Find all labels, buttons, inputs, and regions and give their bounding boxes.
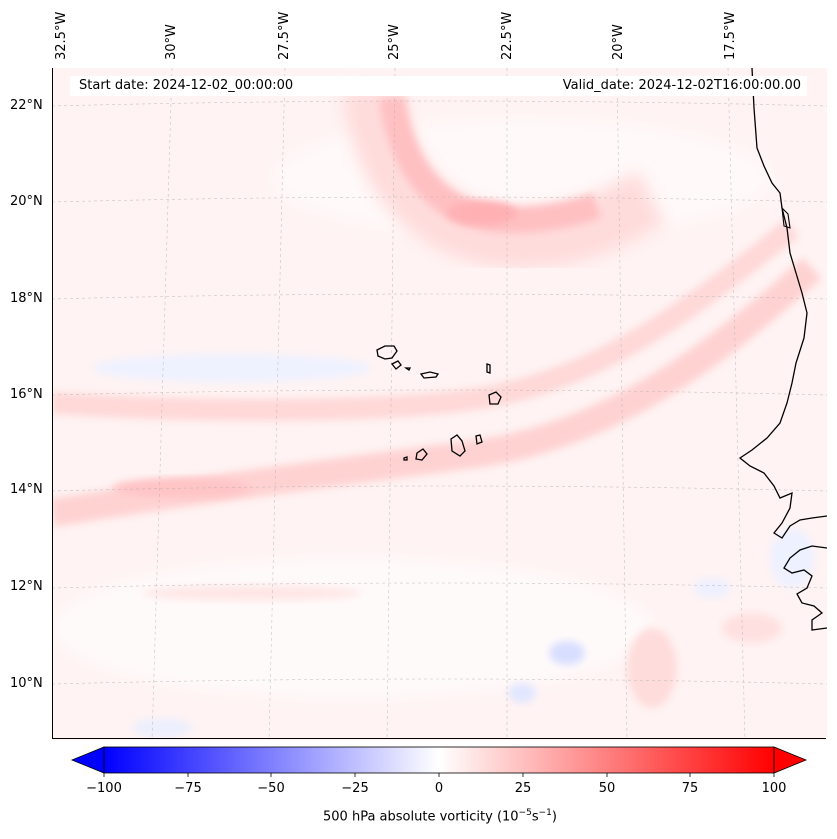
lon-label-22-5w: 22.5°W bbox=[500, 11, 515, 60]
island-sao-nicolau bbox=[419, 371, 440, 379]
lon-label-17-5w: 17.5°W bbox=[723, 11, 738, 60]
lat-label-10n: 10°N bbox=[10, 676, 43, 691]
lon-label-27-5w: 27.5°W bbox=[277, 11, 292, 60]
lat-label-22n: 22°N bbox=[10, 98, 43, 113]
lat-label-16n: 16°N bbox=[10, 387, 43, 402]
lat-label-12n: 12°N bbox=[10, 579, 43, 594]
negative-vorticity-patch bbox=[508, 683, 536, 703]
vorticity-maximum bbox=[447, 201, 517, 225]
vorticity-arc-outer bbox=[342, 84, 666, 269]
colorbar-title-prefix: 500 hPa absolute vorticity (10 bbox=[323, 809, 519, 825]
colorbar-tick-label: 100 bbox=[761, 781, 787, 796]
colorbar-gradient bbox=[103, 746, 775, 774]
negative-vorticity-patch bbox=[694, 578, 730, 598]
island-santiago bbox=[450, 434, 466, 457]
colorbar-max-arrow bbox=[773, 746, 808, 774]
colorbar-title: 500 hPa absolute vorticity (10−5s−1) bbox=[323, 808, 557, 824]
vorticity-field bbox=[52, 68, 827, 740]
colorbar-ticks bbox=[103, 773, 775, 777]
island-sal bbox=[486, 363, 491, 374]
lon-label-30w: 30°W bbox=[164, 24, 179, 60]
lat-label-20n: 20°N bbox=[10, 194, 43, 209]
island-boa-vista bbox=[488, 391, 502, 405]
cape-verde-islands bbox=[376, 345, 502, 461]
colorbar bbox=[70, 746, 808, 777]
vorticity-streak bbox=[722, 613, 782, 643]
colorbar-title-suffix: ) bbox=[551, 809, 557, 825]
negative-vorticity-patch bbox=[549, 641, 585, 665]
lon-label-32-5w: 32.5°W bbox=[54, 11, 69, 60]
map-border bbox=[52, 68, 826, 739]
africa-coastline-south bbox=[783, 545, 827, 631]
colorbar-tick-label: 50 bbox=[598, 781, 616, 796]
colorbar-title-exponent: −1 bbox=[538, 808, 552, 818]
island-santo-antao bbox=[376, 345, 398, 360]
valid-date-label: Valid_date: 2024-12-02T16:00:00.00 bbox=[562, 78, 801, 93]
colorbar-tick-label: 25 bbox=[514, 781, 532, 796]
lat-label-18n: 18°N bbox=[10, 291, 43, 306]
info-bar: Start date: 2024-12-02_00:00:00 Valid_da… bbox=[70, 76, 807, 96]
vorticity-band-north bbox=[52, 219, 799, 421]
colorbar-min-arrow bbox=[70, 746, 105, 774]
island-maio bbox=[475, 434, 483, 445]
start-date-label: Start date: 2024-12-02_00:00:00 bbox=[79, 78, 294, 93]
coastline-island bbox=[781, 206, 791, 229]
colorbar-tick-label: −75 bbox=[174, 781, 202, 796]
colorbar-tick-label: 75 bbox=[681, 781, 699, 796]
africa-coastline bbox=[738, 68, 827, 539]
island-sao-vicente bbox=[390, 360, 402, 370]
colorbar-title-unit: s bbox=[531, 809, 539, 825]
vorticity-map: Start date: 2024-12-02_00:00:00 Valid_da… bbox=[52, 68, 827, 740]
negative-vorticity-patch bbox=[92, 354, 372, 382]
lon-label-25w: 25°W bbox=[387, 24, 402, 60]
graticule bbox=[52, 68, 827, 740]
colorbar-tick-label: −25 bbox=[341, 781, 369, 796]
colorbar-title-exponent: −5 bbox=[518, 808, 532, 818]
island-fogo bbox=[415, 448, 428, 461]
negative-vorticity-patch bbox=[770, 528, 814, 588]
vorticity-streak bbox=[627, 628, 677, 708]
colorbar-tick-label: −50 bbox=[257, 781, 285, 796]
colorbar-tick-label: −100 bbox=[86, 781, 122, 796]
negative-vorticity-patch bbox=[132, 718, 192, 738]
colorbar-tick-label: 0 bbox=[434, 781, 444, 796]
lat-label-14n: 14°N bbox=[10, 482, 43, 497]
island-santa-luzia bbox=[403, 367, 412, 371]
vorticity-streak bbox=[142, 585, 362, 601]
vorticity-band-maximum bbox=[112, 478, 252, 498]
island-brava bbox=[403, 456, 408, 461]
lon-label-20w: 20°W bbox=[611, 24, 626, 60]
